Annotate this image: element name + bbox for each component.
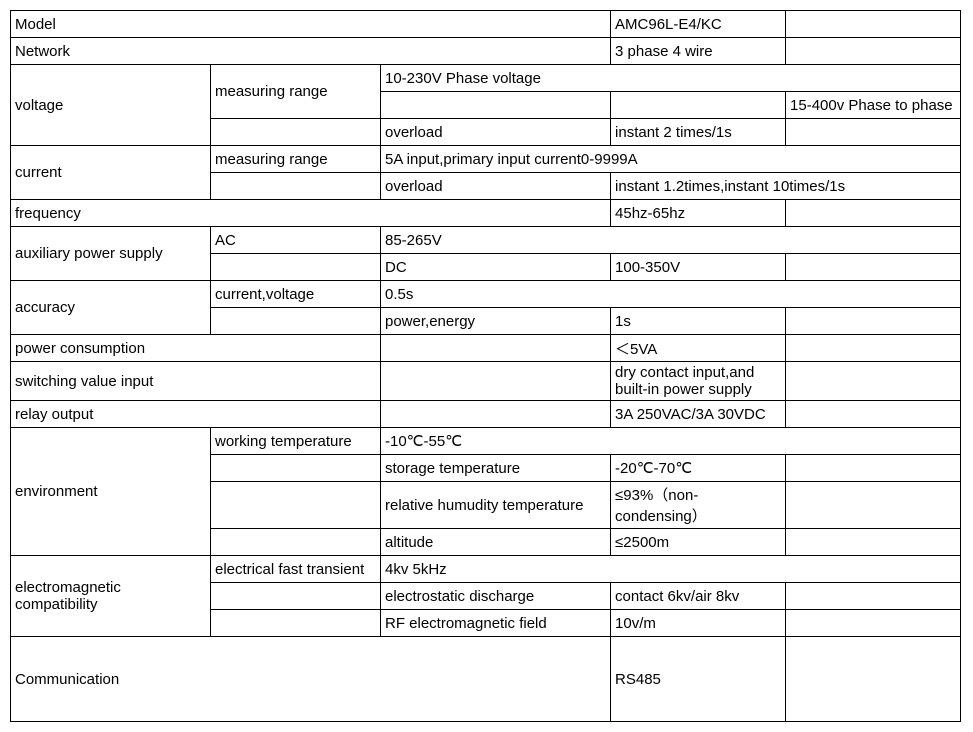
table-cell: Model <box>11 11 611 38</box>
table-cell <box>381 92 611 119</box>
table-cell: 3 phase 4 wire <box>611 38 786 65</box>
spec-table: ModelAMC96L-E4/KCNetwork3 phase 4 wirevo… <box>10 10 961 722</box>
table-cell: working temperature <box>211 428 381 455</box>
table-row: CommunicationRS485 <box>11 637 961 722</box>
table-cell <box>786 637 961 722</box>
table-cell: relative humudity temperature <box>381 482 611 529</box>
table-cell: DC <box>381 254 611 281</box>
table-cell: electrical fast transient <box>211 556 381 583</box>
table-cell: ≤93%（non-condensing） <box>611 482 786 529</box>
table-row: power consumption ＜5VA <box>11 335 961 362</box>
table-cell: 10-230V Phase voltage <box>381 65 961 92</box>
table-cell <box>211 482 381 529</box>
table-cell: power consumption <box>11 335 381 362</box>
table-cell: storage temperature <box>381 455 611 482</box>
table-cell: relay output <box>11 401 381 428</box>
table-cell <box>786 119 961 146</box>
table-cell <box>786 362 961 401</box>
table-cell: 1s <box>611 308 786 335</box>
table-cell <box>786 308 961 335</box>
table-cell <box>211 583 381 610</box>
table-cell: 15-400v Phase to phase <box>786 92 961 119</box>
table-cell: measuring range <box>211 65 381 119</box>
table-cell: -10℃-55℃ <box>381 428 961 455</box>
table-cell: 0.5s <box>381 281 961 308</box>
table-cell: switching value input <box>11 362 381 401</box>
table-cell: 3A 250VAC/3A 30VDC <box>611 401 786 428</box>
table-cell <box>211 254 381 281</box>
table-cell <box>211 610 381 637</box>
table-cell: ≤2500m <box>611 529 786 556</box>
table-cell: 5A input,primary input current0-9999A <box>381 146 961 173</box>
table-cell <box>211 455 381 482</box>
table-row: Network3 phase 4 wire <box>11 38 961 65</box>
table-cell <box>786 455 961 482</box>
table-cell <box>786 401 961 428</box>
table-cell <box>786 200 961 227</box>
table-cell: electrostatic discharge <box>381 583 611 610</box>
table-row: frequency45hz-65hz <box>11 200 961 227</box>
table-cell: AC <box>211 227 381 254</box>
table-cell: Network <box>11 38 611 65</box>
table-cell: auxiliary power supply <box>11 227 211 281</box>
table-row: electromagnetic compatibilityelectrical … <box>11 556 961 583</box>
table-cell <box>786 11 961 38</box>
table-cell <box>786 335 961 362</box>
table-cell: measuring range <box>211 146 381 173</box>
table-cell: power,energy <box>381 308 611 335</box>
table-cell: instant 1.2times,instant 10times/1s <box>611 173 961 200</box>
table-cell: instant 2 times/1s <box>611 119 786 146</box>
table-cell: current <box>11 146 211 200</box>
table-cell <box>786 610 961 637</box>
table-cell <box>611 92 786 119</box>
table-cell: 4kv 5kHz <box>381 556 961 583</box>
table-cell <box>211 173 381 200</box>
table-cell <box>381 335 611 362</box>
table-cell: accuracy <box>11 281 211 335</box>
table-cell: RS485 <box>611 637 786 722</box>
table-cell: 45hz-65hz <box>611 200 786 227</box>
table-cell: 10v/m <box>611 610 786 637</box>
table-cell: overload <box>381 119 611 146</box>
table-row: voltagemeasuring range10-230V Phase volt… <box>11 65 961 92</box>
table-cell <box>786 254 961 281</box>
table-row: ModelAMC96L-E4/KC <box>11 11 961 38</box>
table-cell: ＜5VA <box>611 335 786 362</box>
table-cell: RF electromagnetic field <box>381 610 611 637</box>
table-cell: overload <box>381 173 611 200</box>
table-row: relay output 3A 250VAC/3A 30VDC <box>11 401 961 428</box>
table-cell <box>211 529 381 556</box>
table-cell: frequency <box>11 200 611 227</box>
table-cell: 85-265V <box>381 227 961 254</box>
table-cell: dry contact input,and built-in power sup… <box>611 362 786 401</box>
table-row: auxiliary power supplyAC85-265V <box>11 227 961 254</box>
table-cell <box>381 362 611 401</box>
table-cell <box>786 38 961 65</box>
table-cell: environment <box>11 428 211 556</box>
table-cell: -20℃-70℃ <box>611 455 786 482</box>
table-row: currentmeasuring range5A input,primary i… <box>11 146 961 173</box>
table-cell: Communication <box>11 637 611 722</box>
table-cell: voltage <box>11 65 211 146</box>
table-cell: 100-350V <box>611 254 786 281</box>
table-cell: contact 6kv/air 8kv <box>611 583 786 610</box>
table-cell <box>211 119 381 146</box>
table-cell: altitude <box>381 529 611 556</box>
table-cell <box>381 401 611 428</box>
table-cell: AMC96L-E4/KC <box>611 11 786 38</box>
table-cell <box>211 308 381 335</box>
table-row: environmentworking temperature-10℃-55℃ <box>11 428 961 455</box>
table-cell <box>786 529 961 556</box>
table-cell: current,voltage <box>211 281 381 308</box>
table-cell <box>786 583 961 610</box>
table-cell <box>786 482 961 529</box>
table-cell: electromagnetic compatibility <box>11 556 211 637</box>
table-row: switching value input dry contact input,a… <box>11 362 961 401</box>
table-row: accuracycurrent,voltage0.5s <box>11 281 961 308</box>
